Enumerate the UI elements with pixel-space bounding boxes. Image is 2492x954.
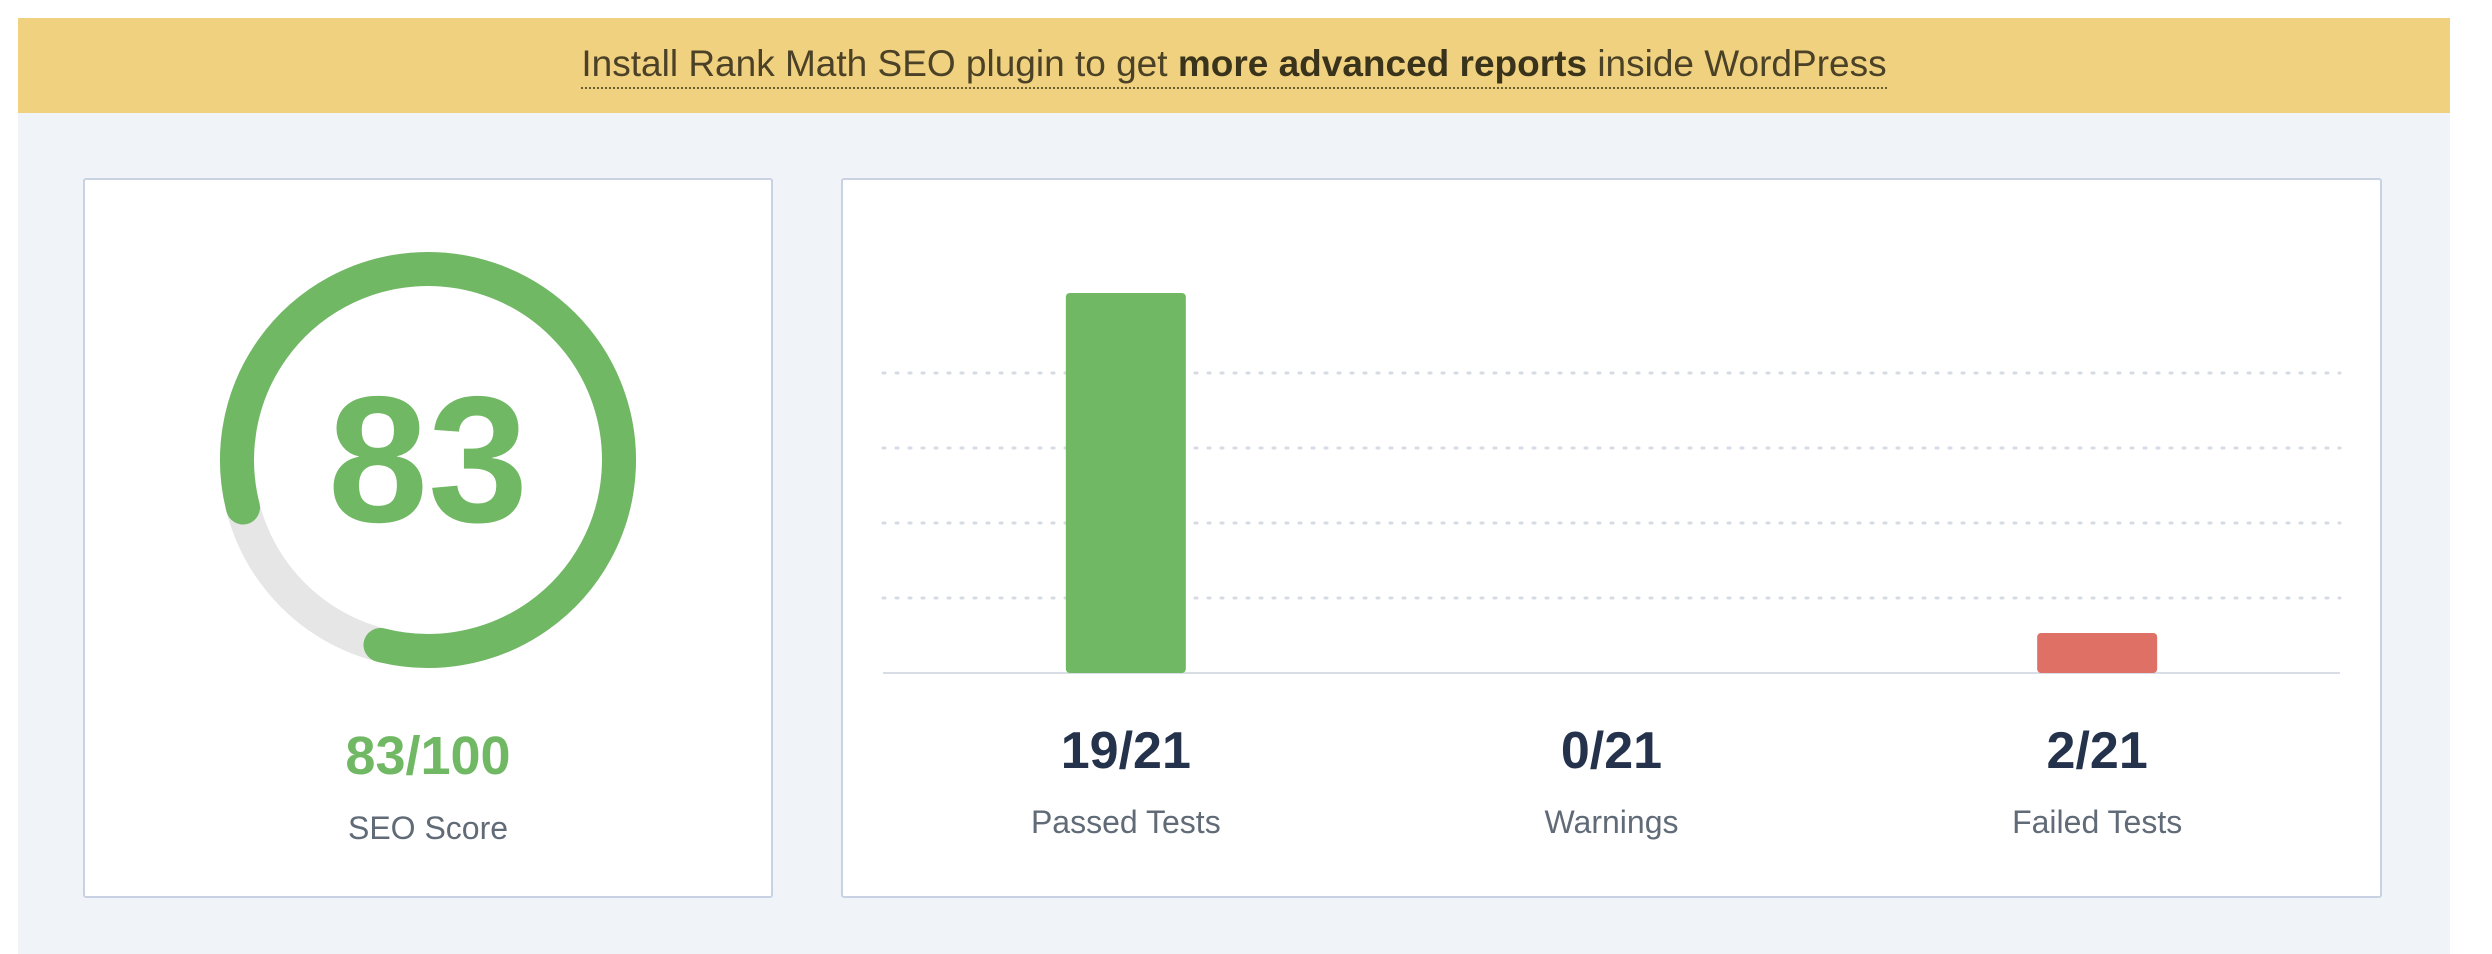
score-gauge: 83 bbox=[220, 252, 636, 668]
failed-tests-label: Failed Tests bbox=[2012, 804, 2183, 840]
failed-tests-stat: 2/21 Failed Tests bbox=[1897, 720, 2297, 841]
seo-score-value: 83/100 bbox=[345, 726, 511, 786]
bar-failed-tests bbox=[2037, 633, 2158, 673]
test-results-chart bbox=[881, 293, 2342, 674]
banner-text-end: inside WordPress bbox=[1587, 43, 1887, 84]
bar-passed-tests bbox=[1065, 293, 1186, 673]
gauge-progress-arc bbox=[220, 252, 636, 668]
warnings-value: 0/21 bbox=[1560, 722, 1663, 780]
test-results-card: 19/21 Passed Tests 0/21 Warnings 2/21 Fa… bbox=[841, 178, 2382, 898]
passed-tests-stat: 19/21 Passed Tests bbox=[926, 720, 1326, 841]
report-panel: Install Rank Math SEO plugin to get more… bbox=[18, 18, 2450, 954]
upgrade-banner: Install Rank Math SEO plugin to get more… bbox=[18, 18, 2450, 113]
seo-score-label: SEO Score bbox=[347, 810, 509, 846]
gauge-score-number: 83 bbox=[328, 360, 528, 561]
banner-text-bold: more advanced reports bbox=[1177, 43, 1588, 84]
install-plugin-link[interactable]: Install Rank Math SEO plugin to get more… bbox=[581, 42, 1887, 89]
passed-tests-value: 19/21 bbox=[1060, 722, 1191, 780]
warnings-stat: 0/21 Warnings bbox=[1412, 720, 1812, 841]
seo-score-card: 83 83/100 SEO Score bbox=[83, 178, 773, 898]
failed-tests-value: 2/21 bbox=[2046, 722, 2148, 780]
banner-text-start: Install Rank Math SEO plugin to get bbox=[581, 43, 1178, 84]
warnings-label: Warnings bbox=[1544, 804, 1679, 840]
passed-tests-label: Passed Tests bbox=[1030, 804, 1221, 840]
